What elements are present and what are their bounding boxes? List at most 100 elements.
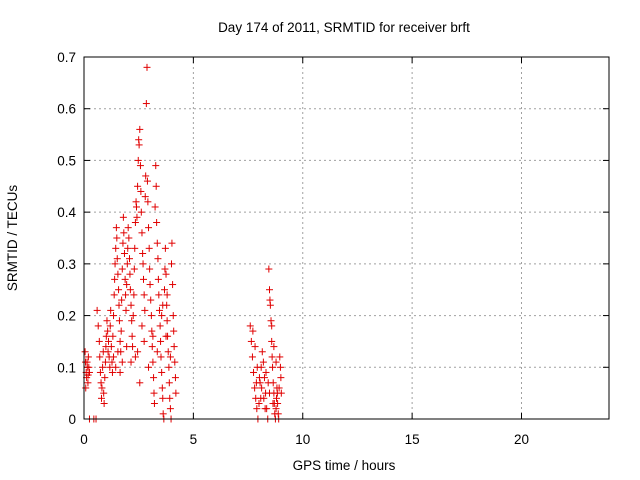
data-point [150, 399, 158, 407]
data-point [110, 291, 118, 299]
data-point [165, 363, 173, 371]
data-point [261, 405, 269, 413]
data-point [141, 306, 149, 314]
data-point [166, 353, 174, 361]
data-point [127, 358, 135, 366]
data-point [124, 244, 132, 252]
data-point [162, 332, 170, 340]
data-point [98, 384, 106, 392]
data-point [111, 260, 119, 268]
data-point [139, 250, 147, 258]
data-point [122, 291, 130, 299]
data-point [131, 218, 139, 226]
data-point [138, 322, 146, 330]
data-point [112, 244, 120, 252]
axis-ticks: 0 0.1 0.2 0.3 0.4 0.5 0.6 0.7 0 5 10 15 20 [57, 50, 609, 447]
data-point [136, 162, 144, 170]
data-point [149, 358, 157, 366]
y-tick-label: 0.2 [57, 309, 76, 324]
data-point [249, 327, 257, 335]
data-point [267, 317, 275, 325]
data-point [134, 348, 142, 356]
data-point [162, 270, 170, 278]
data-point [120, 250, 128, 258]
data-point [251, 384, 259, 392]
data-point [266, 301, 274, 309]
data-point [104, 327, 112, 335]
data-point [270, 343, 278, 351]
data-point [115, 286, 123, 294]
data-point [273, 389, 281, 397]
data-point [265, 265, 273, 273]
data-point [84, 371, 92, 379]
data-point [164, 348, 172, 356]
data-point [108, 358, 116, 366]
data-point [101, 374, 109, 382]
x-tick-label: 0 [80, 432, 88, 447]
data-point [123, 260, 131, 268]
data-point [161, 244, 169, 252]
data-point [169, 312, 177, 320]
data-point [172, 389, 180, 397]
grid [84, 57, 609, 419]
data-point [118, 296, 126, 304]
data-point [170, 327, 178, 335]
data-point [106, 322, 114, 330]
data-point [154, 255, 162, 263]
data-point [158, 312, 166, 320]
data-point [159, 410, 167, 418]
data-point [276, 363, 284, 371]
data-point [126, 270, 134, 278]
data-point [119, 239, 127, 247]
data-point [112, 363, 120, 371]
y-tick-label: 0.7 [57, 50, 76, 65]
data-point [116, 337, 124, 345]
data-point [137, 187, 145, 195]
data-point [118, 358, 126, 366]
data-point [129, 312, 137, 320]
chart-title: Day 174 of 2011, SRMTID for receiver brf… [218, 20, 470, 35]
data-point [253, 405, 261, 413]
data-point [273, 394, 280, 402]
data-point [122, 306, 130, 314]
data-point [107, 343, 115, 351]
x-tick-label: 20 [514, 432, 529, 447]
data-point [246, 322, 254, 330]
data-point [151, 203, 159, 211]
x-tick-label: 5 [190, 432, 198, 447]
data-point [116, 368, 124, 376]
data-point [159, 394, 167, 402]
data-point [96, 368, 104, 376]
data-point [84, 379, 92, 387]
data-point [108, 368, 116, 376]
data-point [126, 255, 133, 263]
data-point [277, 374, 285, 382]
data-point [105, 337, 112, 345]
data-point [168, 239, 176, 247]
data-point [114, 270, 122, 278]
data-point [255, 374, 263, 382]
data-point [153, 348, 161, 356]
data-point [101, 358, 109, 366]
data-point [253, 363, 261, 371]
data-point [104, 348, 112, 356]
data-point [268, 322, 276, 330]
data-point [136, 379, 144, 387]
data-point [130, 265, 138, 273]
data-point [85, 363, 93, 371]
data-point [119, 213, 127, 221]
data-point [123, 281, 131, 289]
data-point [248, 353, 256, 361]
data-point [84, 353, 92, 361]
data-point [81, 348, 89, 356]
data-point [266, 389, 273, 397]
y-tick-label: 0.3 [57, 257, 76, 272]
data-point [163, 291, 171, 299]
data-point [166, 394, 174, 402]
data-point [136, 125, 144, 133]
data-point [148, 327, 156, 335]
data-point [266, 286, 273, 294]
data-point [142, 172, 150, 180]
data-point [131, 353, 139, 361]
data-point [163, 317, 171, 325]
